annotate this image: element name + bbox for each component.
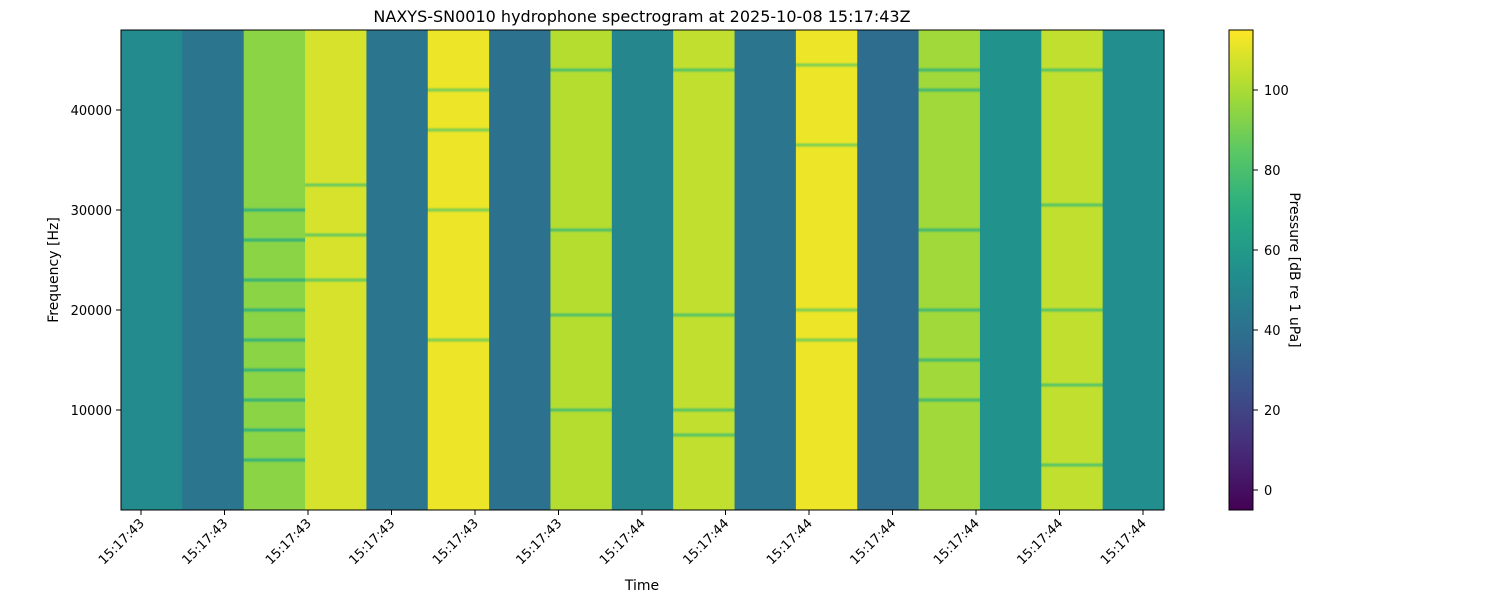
x-axis-label: Time	[624, 578, 659, 594]
y-tick-label: 20000	[71, 304, 112, 319]
spectrogram-segment	[366, 30, 429, 510]
spectrogram-segment	[918, 30, 981, 510]
x-tick-label: 15:17:43	[96, 516, 148, 568]
colorbar-tick-label: 100	[1264, 84, 1289, 99]
x-tick-label: 15:17:44	[1014, 516, 1066, 568]
y-tick-label: 30000	[71, 204, 112, 219]
spectrogram-segment	[1041, 30, 1104, 510]
heatmap-area	[121, 30, 1165, 510]
x-tick-label: 15:17:44	[847, 516, 899, 568]
x-tick-label: 15:17:44	[764, 516, 816, 568]
colorbar-tick-label: 40	[1264, 324, 1281, 339]
spectrogram-segment	[427, 30, 490, 510]
colorbar-tick-label: 80	[1264, 164, 1281, 179]
colorbar-tick-label: 60	[1264, 244, 1281, 259]
colorbar-tick-label: 0	[1264, 484, 1272, 499]
colorbar-tick-label: 20	[1264, 404, 1281, 419]
x-tick-label: 15:17:44	[931, 516, 983, 568]
y-axis-label: Frequency [Hz]	[46, 217, 62, 323]
x-tick-label: 15:17:44	[680, 516, 732, 568]
spectrogram-segment	[121, 30, 183, 510]
chart-title: NAXYS-SN0010 hydrophone spectrogram at 2…	[373, 7, 910, 26]
spectrogram-segment	[734, 30, 797, 510]
x-axis: 15:17:43 15:17:43 15:17:43 15:17:43 15:17:43…	[96, 510, 1150, 568]
colorbar	[1228, 29, 1254, 511]
spectrogram-segment	[550, 30, 613, 510]
y-axis: 10000 20000 30000 40000	[71, 104, 121, 419]
spectrogram-segment	[611, 30, 674, 510]
colorbar-label: Pressure [dB re 1 uPa]	[1286, 192, 1302, 347]
colorbar-axis: 0 20 40 60 80 100	[1253, 84, 1289, 499]
x-tick-label: 15:17:43	[263, 516, 315, 568]
x-tick-label: 15:17:43	[513, 516, 565, 568]
x-tick-label: 15:17:44	[1098, 516, 1150, 568]
y-tick-label: 40000	[71, 104, 112, 119]
spectrogram-segment	[857, 30, 920, 510]
spectrogram-segment	[305, 30, 368, 510]
x-tick-label: 15:17:43	[179, 516, 231, 568]
x-tick-label: 15:17:44	[597, 516, 649, 568]
spectrogram-segment	[673, 30, 736, 510]
spectrogram-segment	[489, 30, 552, 510]
y-tick-label: 10000	[71, 404, 112, 419]
x-tick-label: 15:17:43	[346, 516, 398, 568]
spectrogram-segment	[182, 30, 245, 510]
spectrogram-segment	[243, 30, 306, 510]
spectrogram-segment	[979, 30, 1042, 510]
spectrogram-segment	[1102, 30, 1165, 510]
spectrogram-segment	[795, 30, 858, 510]
x-tick-label: 15:17:43	[430, 516, 482, 568]
